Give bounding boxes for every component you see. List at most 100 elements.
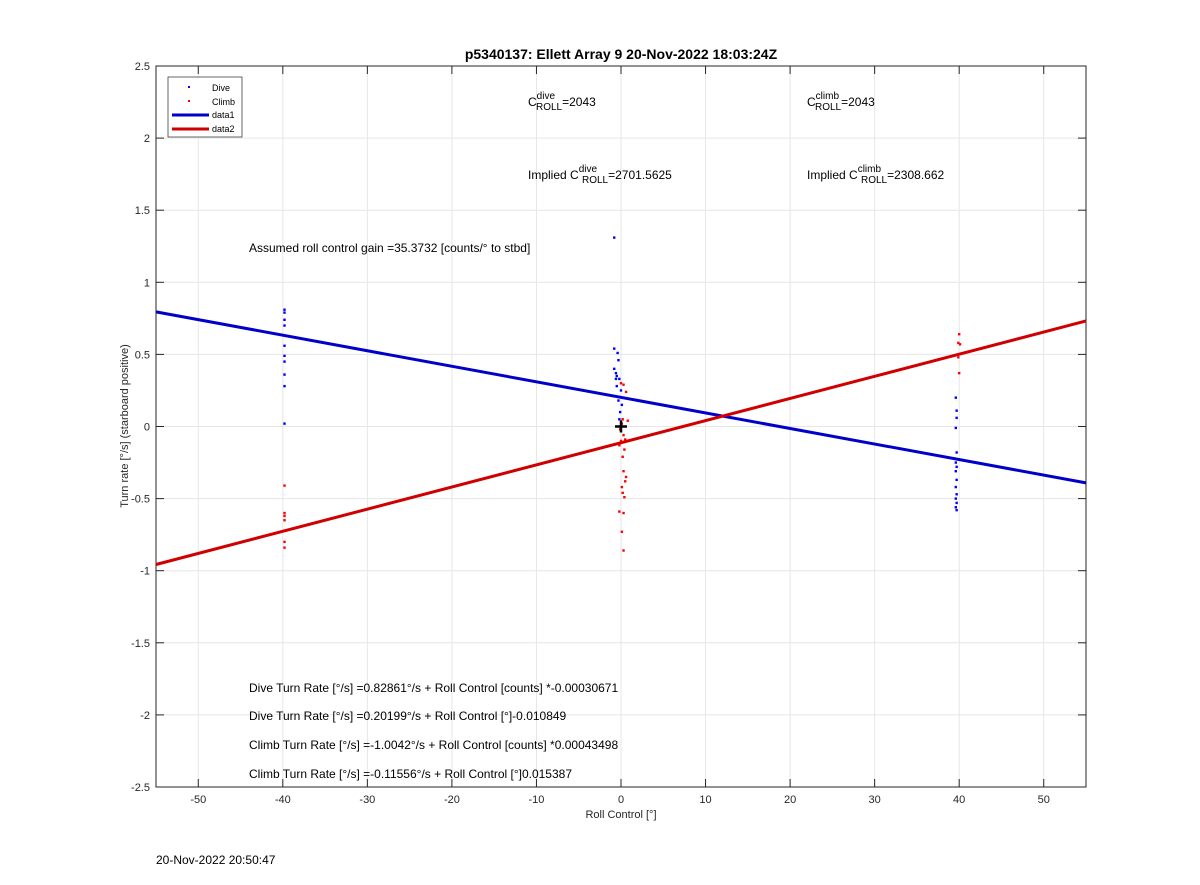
data-points: [283, 236, 962, 552]
point-dive: [613, 367, 616, 371]
point-dive: [621, 396, 624, 399]
point-dive: [954, 506, 957, 509]
point-dive: [283, 311, 286, 314]
y-tick-label: -1.5: [131, 638, 150, 650]
implied-c-roll-climb-annotation: Implied Cclimb ROLL=2308.662: [807, 164, 945, 186]
point-climb: [618, 444, 621, 447]
point-dive: [954, 470, 957, 473]
c-roll-dive-annotation: Cdive ROLL=2043: [528, 91, 596, 113]
legend-box: [167, 76, 243, 138]
point-dive: [955, 501, 958, 505]
point-climb: [283, 484, 286, 487]
y-tick-label: 2: [144, 133, 150, 145]
point-dive: [954, 396, 957, 399]
point-dive: [955, 478, 958, 482]
point-climb: [622, 383, 625, 386]
point-dive: [618, 377, 621, 381]
point-dive: [954, 426, 957, 430]
point-climb: [957, 371, 961, 375]
x-axis-label: Roll Control [°]: [585, 809, 656, 821]
y-tick-label: -2.5: [131, 782, 150, 794]
point-dive: [954, 461, 957, 464]
y-tick-label: 0: [144, 422, 150, 434]
print-timestamp: 20-Nov-2022 20:50:47: [156, 853, 276, 867]
legend-climb-label: Climb: [212, 97, 235, 107]
point-dive: [955, 493, 958, 496]
point-dive: [617, 358, 620, 362]
point-dive: [955, 465, 958, 469]
roll-gain-annotation: Assumed roll control gain =35.3732 [coun…: [249, 241, 530, 255]
point-dive: [283, 308, 286, 311]
legend-data2-label: data2: [212, 124, 235, 134]
point-dive: [617, 399, 620, 402]
point-climb: [621, 491, 624, 495]
point-dive: [283, 384, 286, 388]
point-climb: [618, 510, 621, 513]
point-climb: [624, 390, 628, 394]
point-dive: [954, 497, 957, 500]
x-tick-label: 40: [953, 794, 965, 806]
point-climb: [957, 333, 961, 336]
point-dive: [613, 347, 616, 350]
y-tick-label: -0.5: [131, 494, 150, 506]
c-roll-climb-annotation: Cclimb ROLL=2043: [807, 91, 875, 113]
point-climb: [623, 495, 626, 499]
point-climb: [620, 530, 624, 533]
chart-title: p5340137: Ellett Array 9 20-Nov-2022 18:…: [465, 46, 778, 62]
x-tick-label: -30: [359, 794, 375, 806]
point-climb: [283, 540, 286, 544]
y-tick-label: -1: [140, 566, 150, 578]
point-climb: [958, 343, 962, 346]
dive-degrees-equation: Dive Turn Rate [°/s] =0.20199°/s + Roll …: [249, 709, 567, 723]
x-tick-label: 0: [618, 794, 624, 806]
x-tick-label: 30: [869, 794, 881, 806]
point-dive: [283, 354, 286, 358]
point-dive: [955, 508, 958, 512]
point-dive: [616, 351, 619, 355]
point-dive: [955, 416, 958, 420]
point-dive: [614, 371, 618, 375]
point-climb: [622, 549, 625, 552]
point-climb: [957, 356, 960, 359]
x-tick-label: -40: [275, 794, 291, 806]
point-climb: [622, 433, 625, 437]
fit-line-data2: [155, 319, 1087, 566]
point-dive: [283, 324, 286, 327]
x-tick-label: -20: [444, 794, 460, 806]
y-axis-label: Turn rate [°/s] (starboard positive): [119, 344, 131, 508]
point-climb: [622, 511, 625, 515]
y-tick-label: 0.5: [135, 349, 150, 361]
x-tick-label: 20: [784, 794, 796, 806]
point-dive: [955, 451, 958, 454]
point-climb: [283, 511, 286, 515]
x-tick-label: 50: [1038, 794, 1050, 806]
fit-lines: [155, 310, 1087, 566]
point-dive: [614, 377, 618, 381]
legend-climb-marker: [188, 100, 190, 102]
point-climb: [624, 438, 627, 441]
point-climb: [619, 439, 623, 443]
point-dive: [618, 418, 621, 421]
point-dive: [283, 422, 286, 425]
point-dive: [283, 373, 286, 376]
point-climb: [619, 382, 623, 385]
climb-degrees-equation: Climb Turn Rate [°/s] =-0.11556°/s + Rol…: [249, 767, 572, 781]
y-tick-label: 2.5: [135, 61, 150, 73]
point-climb: [957, 341, 960, 345]
dive-counts-equation: Dive Turn Rate [°/s] =0.82861°/s + Roll …: [249, 681, 618, 695]
point-dive: [615, 384, 618, 388]
fit-line-data1: [155, 310, 1087, 485]
y-tick-label: 1.5: [135, 205, 150, 217]
point-climb: [626, 419, 629, 422]
point-dive: [955, 409, 958, 412]
point-dive: [613, 236, 616, 239]
y-axis-ticks: -2.5 -2 -1.5 -1 -0.5 0 0.5 1 1.5 2 2.5: [131, 61, 1086, 794]
legend-data1-label: data1: [212, 110, 235, 120]
x-tick-label: -50: [190, 794, 206, 806]
x-axis-ticks: -50 -40 -30 -20 -10 0 10 20 30 40 50: [190, 66, 1050, 806]
point-dive: [615, 374, 618, 378]
origin-marker: [615, 420, 627, 433]
point-dive: [283, 344, 286, 347]
point-dive: [283, 318, 286, 321]
point-climb: [283, 514, 286, 518]
